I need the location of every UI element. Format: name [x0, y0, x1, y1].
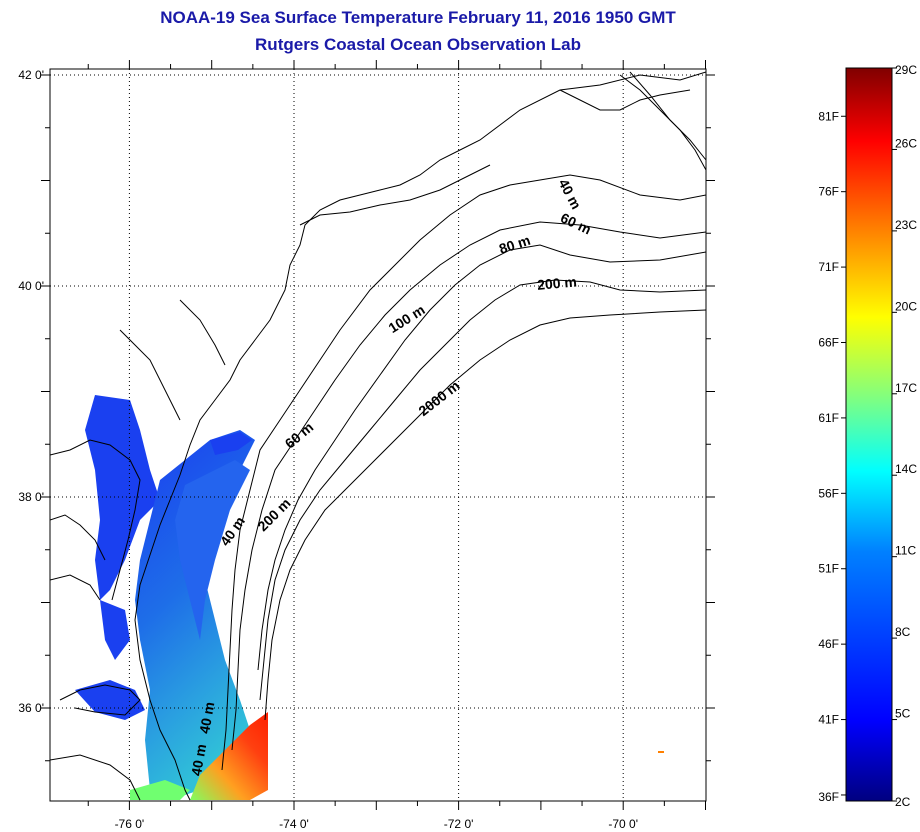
- lon-label: -70 0': [608, 817, 638, 831]
- lat-label: 40 0': [18, 279, 44, 293]
- chart-title: NOAA-19 Sea Surface Temperature February…: [160, 8, 676, 27]
- fahrenheit-label: 61F: [818, 411, 839, 425]
- lat-label: 42 0': [18, 68, 44, 82]
- fahrenheit-label: 46F: [818, 637, 839, 651]
- sst-raster: [75, 395, 664, 800]
- lon-label: -72 0': [444, 817, 474, 831]
- contour-label: 60 m: [558, 209, 594, 237]
- celsius-label: 26C: [895, 136, 917, 150]
- fahrenheit-label: 51F: [818, 562, 839, 576]
- fahrenheit-label: 66F: [818, 335, 839, 349]
- lon-label: -76 0': [115, 817, 145, 831]
- contour-label: 40 m: [188, 743, 209, 777]
- colorbar-fahrenheit-labels: 36F 41F 46F 51F 56F 61F 66F 71F 76F 81F: [818, 109, 846, 804]
- celsius-label: 8C: [895, 625, 911, 639]
- graticule: [50, 69, 706, 801]
- celsius-label: 23C: [895, 218, 917, 232]
- celsius-label: 17C: [895, 381, 917, 395]
- contour-label: 200 m: [536, 273, 577, 292]
- celsius-label: 5C: [895, 707, 911, 721]
- fahrenheit-label: 36F: [818, 790, 839, 804]
- contour-label: 40 m: [555, 176, 584, 212]
- colorbar: [845, 67, 893, 802]
- fahrenheit-label: 41F: [818, 713, 839, 727]
- fahrenheit-label: 76F: [818, 185, 839, 199]
- colorbar-celsius-labels: 2C 5C 8C 11C 14C 17C 20C 23C 26C 29C: [892, 63, 917, 809]
- contour-label: 60 m: [282, 419, 317, 452]
- lon-label: -74 0': [279, 817, 309, 831]
- map-frame: [49, 68, 707, 802]
- fahrenheit-label: 81F: [818, 109, 839, 123]
- contour-label: 80 m: [497, 232, 532, 257]
- chart-subtitle: Rutgers Coastal Ocean Observation Lab: [255, 35, 581, 54]
- longitude-labels: -76 0' -74 0' -72 0' -70 0': [115, 817, 638, 831]
- fahrenheit-label: 71F: [818, 260, 839, 274]
- celsius-label: 14C: [895, 462, 917, 476]
- bathymetry-contours: [221, 71, 706, 771]
- lat-label: 38 0': [18, 490, 44, 504]
- contour-label: 100 m: [385, 301, 427, 336]
- lat-label: 36 0': [18, 701, 44, 715]
- celsius-label: 11C: [895, 544, 916, 558]
- coastline: [50, 71, 706, 801]
- celsius-label: 29C: [895, 63, 917, 77]
- contour-label: 200 m: [254, 495, 293, 534]
- contour-label: 40 m: [196, 701, 217, 735]
- contour-label: 2000 m: [415, 377, 462, 419]
- fahrenheit-label: 56F: [818, 486, 839, 500]
- axis-ticks: [41, 60, 715, 810]
- celsius-label: 20C: [895, 299, 917, 313]
- latitude-labels: 42 0' 40 0' 38 0' 36 0': [18, 68, 44, 715]
- celsius-label: 2C: [895, 795, 911, 809]
